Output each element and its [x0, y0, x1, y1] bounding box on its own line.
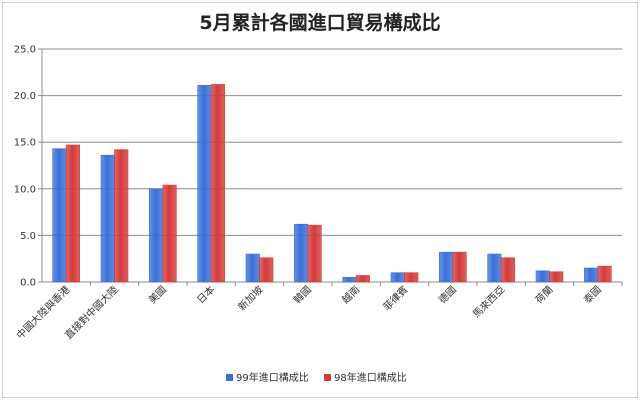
- category-label: 韓國: [291, 284, 314, 307]
- gridlines: [42, 48, 622, 236]
- category-label: 德國: [436, 283, 459, 306]
- y-tick-label: 25.0: [14, 45, 36, 56]
- bar-y99-8: [439, 251, 454, 283]
- bar-y99-11: [584, 267, 599, 283]
- legend-swatch: [324, 374, 331, 381]
- bar-y99-5: [294, 223, 309, 283]
- category-label: 越南: [339, 283, 362, 306]
- bar-y99-6: [342, 277, 357, 283]
- bar-y98-3: [210, 84, 225, 283]
- bar-y98-9: [500, 257, 515, 283]
- bar-y99-4: [245, 253, 260, 283]
- y-tick-label: 10.0: [14, 184, 36, 195]
- bars: [52, 84, 612, 283]
- legend-swatch: [226, 374, 233, 381]
- bar-y98-8: [452, 251, 467, 283]
- legend-label: 99年進口構成比: [236, 371, 309, 384]
- category-label: 新加坡: [235, 283, 265, 313]
- bar-y98-6: [355, 275, 370, 283]
- bar-y98-4: [259, 257, 274, 283]
- bar-y99-2: [149, 188, 164, 283]
- axes: 0.0 5.0 10.0 15.0 20.0 25.0: [14, 45, 623, 289]
- bar-y98-10: [549, 271, 564, 283]
- category-label: 荷蘭: [532, 283, 555, 306]
- legend-label: 98年進口構成比: [334, 371, 407, 384]
- bar-y98-1: [114, 149, 129, 283]
- y-tick-label: 0.0: [20, 278, 36, 289]
- bar-y98-2: [162, 184, 177, 283]
- bar-y99-3: [197, 85, 212, 283]
- bar-y98-7: [404, 272, 419, 283]
- legend: 99年進口構成比 98年進口構成比: [226, 371, 407, 384]
- y-tick-label: 15.0: [14, 138, 36, 149]
- bar-y99-10: [535, 270, 550, 283]
- category-label: 日本: [194, 283, 217, 306]
- bar-y98-5: [307, 224, 322, 283]
- chart-title: 5月累計各國進口貿易構成比: [199, 12, 441, 34]
- bar-y99-9: [487, 253, 502, 283]
- bar-y99-0: [52, 148, 67, 283]
- y-tick-label: 20.0: [14, 91, 36, 102]
- category-label: 美國: [146, 283, 169, 306]
- bar-y99-7: [390, 272, 405, 283]
- bar-y98-0: [65, 144, 80, 283]
- category-label: 菲律賓: [380, 283, 410, 313]
- category-label: 馬來西亞: [471, 284, 508, 321]
- y-tick-label: 5.0: [20, 231, 36, 242]
- category-label: 泰國: [581, 283, 604, 306]
- bar-y98-11: [597, 265, 612, 283]
- bar-y99-1: [100, 154, 115, 283]
